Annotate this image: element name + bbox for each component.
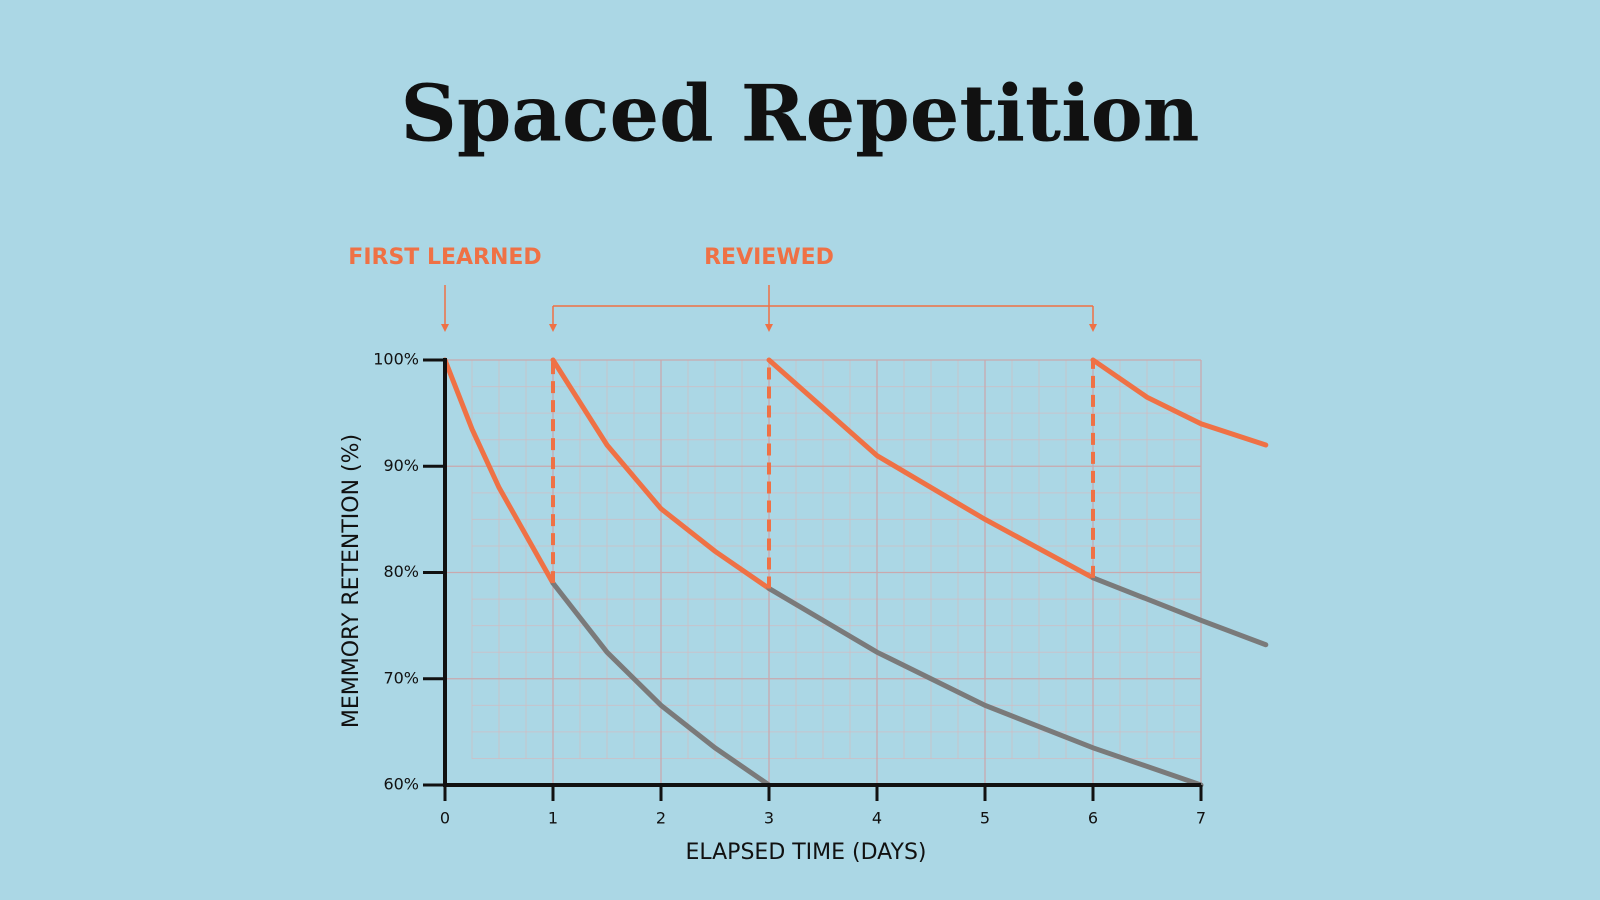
annotation-text: REVIEWED: [704, 245, 834, 270]
series-line: [766, 357, 1096, 581]
x-axis-label: ELAPSED TIME (DAYS): [685, 840, 926, 865]
y-tick-label: 60%: [383, 775, 419, 794]
x-tick-label: 7: [1196, 809, 1206, 828]
y-tick-label: 70%: [383, 668, 419, 687]
y-tick-label: 80%: [383, 562, 419, 581]
series-line: [766, 585, 1204, 788]
x-tick-label: 0: [440, 809, 450, 828]
chart-title: Spaced Repetition: [401, 69, 1200, 160]
series-line: [550, 580, 772, 788]
series-line: [1090, 575, 1269, 648]
y-tick-label: 90%: [383, 456, 419, 475]
arrow-head: [441, 324, 449, 332]
x-tick-label: 1: [548, 809, 558, 828]
x-tick-label: 2: [656, 809, 666, 828]
y-axis-label: MEMMORY RETENTION (%): [339, 434, 364, 728]
annotation-text: FIRST LEARNED: [348, 245, 541, 270]
x-tick-label: 6: [1088, 809, 1098, 828]
x-tick-label: 3: [764, 809, 774, 828]
arrow-head: [549, 324, 557, 332]
series-line: [1090, 357, 1269, 448]
arrow-head: [1089, 324, 1097, 332]
x-tick-label: 5: [980, 809, 990, 828]
x-tick-label: 4: [872, 809, 882, 828]
y-tick-label: 100%: [373, 350, 419, 369]
arrow-head: [765, 324, 773, 332]
series-line: [442, 357, 556, 586]
series-line: [550, 357, 772, 591]
